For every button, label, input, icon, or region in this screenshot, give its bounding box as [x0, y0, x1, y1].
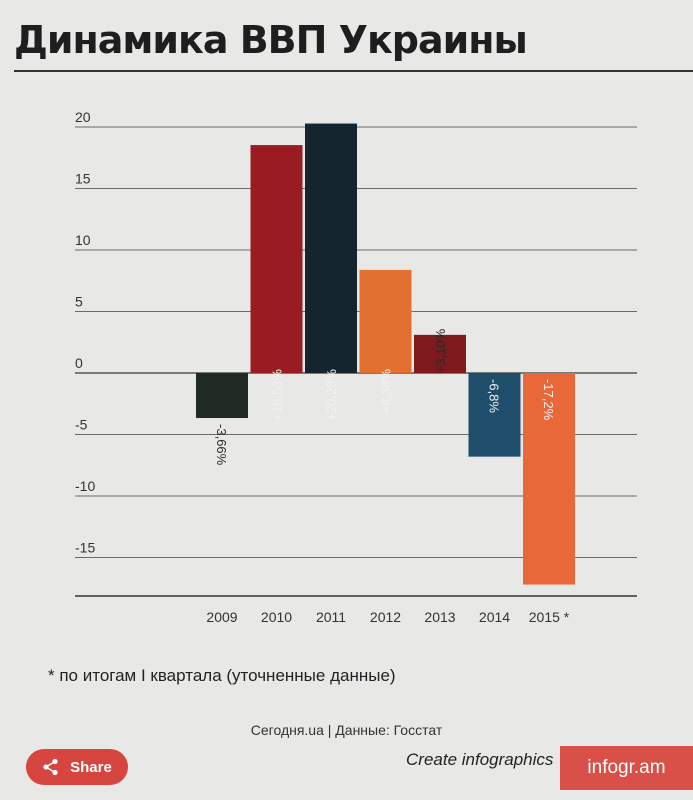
x-tick-label: 2015 *: [529, 609, 570, 625]
title-divider: [14, 70, 693, 72]
source-credit: Сегодня.ua | Данные: Госстат: [250, 722, 443, 738]
x-tick-label: 2014: [479, 609, 510, 625]
bar: [468, 373, 521, 457]
share-button[interactable]: Share: [26, 749, 128, 785]
x-axis-ticks: 2009 2010 2011 2012 2013 2014 2015 *: [206, 609, 569, 625]
x-tick-label: 2013: [424, 609, 455, 625]
create-infographics-link[interactable]: Create infographics: [406, 750, 554, 769]
y-tick-label: 15: [75, 171, 91, 187]
data-label: -17,2%: [541, 379, 556, 421]
bar-chart: 20 15 10 5 0 -5 -10 -15 2009 2010 2011 2012 2013 201…: [75, 109, 637, 625]
bar: [250, 145, 303, 373]
y-tick-label: -15: [75, 540, 95, 556]
infogram-logo-link[interactable]: infogr.am: [560, 746, 693, 790]
footnote: * по итогам I квартала (уточненные данны…: [48, 666, 396, 685]
data-label: -3,66%: [214, 424, 229, 466]
data-label: +20,28%: [324, 369, 339, 421]
share-label: Share: [70, 758, 112, 776]
bar: [196, 373, 248, 419]
bar: [523, 373, 575, 585]
bar: [414, 334, 466, 373]
y-tick-label: -5: [75, 417, 88, 433]
bar: [359, 269, 412, 373]
bar: [305, 123, 357, 373]
y-axis-ticks: 20 15 10 5 0 -5 -10 -15: [75, 109, 95, 556]
x-tick-label: 2010: [261, 609, 292, 625]
share-icon: [43, 758, 58, 776]
y-tick-label: -10: [75, 478, 95, 494]
y-tick-label: 5: [75, 294, 83, 310]
bars: [196, 123, 575, 585]
data-label: -6,8%: [487, 379, 502, 413]
y-tick-label: 0: [75, 355, 83, 371]
data-label: +18,53%: [270, 369, 285, 421]
y-tick-label: 10: [75, 232, 91, 248]
data-label: +8,38%: [379, 369, 394, 414]
x-tick-label: 2011: [316, 609, 346, 625]
data-label: +3,10%: [433, 328, 448, 373]
x-tick-label: 2009: [206, 609, 237, 625]
y-tick-label: 20: [75, 109, 91, 125]
chart-title: Динамика ВВП Украины: [14, 18, 528, 62]
x-tick-label: 2012: [370, 609, 401, 625]
data-labels: -3,66% +18,53% +20,28% +8,38% +3,10% -6,8% -17…: [214, 328, 556, 465]
